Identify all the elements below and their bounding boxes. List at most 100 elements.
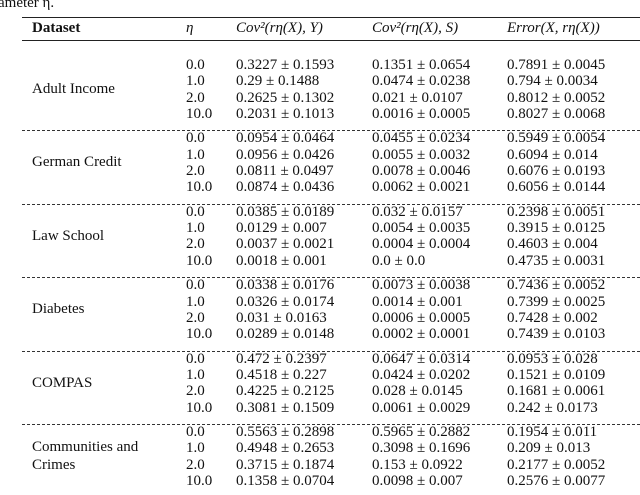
- eta-cell: 1.0: [186, 73, 205, 90]
- dataset-name: COMPAS: [32, 374, 93, 391]
- group-separator: [22, 424, 640, 425]
- eta-cell: 10.0: [186, 326, 213, 343]
- value-cell: 0.0289 ± 0.0148: [236, 326, 335, 343]
- group-separator: [22, 277, 640, 279]
- group-separator: [22, 203, 640, 205]
- value-cell: 0.3915 ± 0.0125: [507, 220, 606, 237]
- value-cell: 0.031 ± 0.0163: [236, 309, 327, 326]
- value-cell: 0.1358 ± 0.0704: [236, 472, 335, 489]
- value-cell: 0.4603 ± 0.004: [507, 236, 598, 253]
- value-cell: 0.7439 ± 0.0103: [507, 326, 606, 343]
- eta-cell: 0.0: [186, 424, 205, 440]
- eta-cell: 0.0: [186, 57, 205, 73]
- value-cell: 0.0016 ± 0.0005: [372, 105, 471, 122]
- value-cell: 0.7399 ± 0.0025: [507, 293, 606, 310]
- group-separator: [22, 350, 640, 352]
- dataset-name: Communities and Crimes: [32, 439, 139, 473]
- value-cell: 0.794 ± 0.0034: [507, 73, 598, 90]
- value-cell: 0.0055 ± 0.0032: [372, 146, 471, 163]
- header-cell: Error(X, rη(X)): [507, 20, 600, 36]
- value-cell: 0.4735 ± 0.0031: [507, 252, 606, 269]
- eta-cell: 0.0: [186, 130, 205, 147]
- value-cell: 0.0956 ± 0.0426: [236, 146, 335, 163]
- eta-cell: 2.0: [186, 89, 205, 106]
- value-cell: 0.0037 ± 0.0021: [236, 236, 335, 253]
- value-cell: 0.028 ± 0.0145: [372, 383, 463, 400]
- eta-cell: 1.0: [186, 293, 205, 310]
- value-cell: 0.0326 ± 0.0174: [236, 293, 335, 310]
- value-cell: 0.2398 ± 0.0051: [507, 203, 606, 220]
- value-cell: 0.0002 ± 0.0001: [372, 326, 471, 343]
- group-separator: [22, 130, 640, 132]
- value-cell: 0.0647 ± 0.0314: [372, 350, 471, 367]
- value-cell: 0.472 ± 0.2397: [236, 350, 327, 367]
- value-cell: 0.2625 ± 0.1302: [236, 89, 335, 106]
- eta-cell: 2.0: [186, 309, 205, 326]
- dataset-name: Adult Income: [32, 81, 115, 97]
- value-cell: 0.0474 ± 0.0238: [372, 73, 471, 90]
- value-cell: 0.2031 ± 0.1013: [236, 105, 335, 122]
- value-cell: 0.0953 ± 0.028: [507, 350, 598, 367]
- eta-cell: 2.0: [186, 456, 205, 473]
- dataset-name: Law School: [32, 227, 105, 244]
- value-cell: 0.0338 ± 0.0176: [236, 277, 335, 294]
- eta-cell: 1.0: [186, 146, 205, 163]
- value-cell: 0.4948 ± 0.2653: [236, 440, 335, 457]
- value-cell: 0.29 ± 0.1488: [236, 73, 320, 90]
- value-cell: 0.3715 ± 0.1874: [236, 456, 335, 473]
- value-cell: 0.0078 ± 0.0046: [372, 163, 471, 179]
- value-cell: 0.209 ± 0.013: [507, 440, 591, 457]
- eta-cell: 10.0: [186, 472, 213, 489]
- value-cell: 0.1351 ± 0.0654: [372, 57, 471, 73]
- value-cell: 0.021 ± 0.0107: [372, 89, 463, 106]
- value-cell: 0.5965 ± 0.2882: [372, 424, 471, 440]
- value-cell: 0.7436 ± 0.0052: [507, 277, 606, 294]
- value-cell: 0.032 ± 0.0157: [372, 203, 463, 220]
- value-cell: 0.0061 ± 0.0029: [372, 399, 471, 416]
- value-cell: 0.0129 ± 0.007: [236, 220, 327, 237]
- eta-cell: 10.0: [186, 399, 213, 416]
- value-cell: 0.0 ± 0.0: [372, 252, 426, 269]
- header-cell: η: [186, 20, 194, 36]
- value-cell: 0.0385 ± 0.0189: [236, 203, 335, 220]
- eta-cell: 0.0: [186, 203, 205, 220]
- value-cell: 0.3227 ± 0.1593: [236, 57, 335, 73]
- value-cell: 0.1681 ± 0.0061: [507, 383, 606, 400]
- header-cell: Cov²(rη(X), Y): [236, 20, 323, 36]
- value-cell: 0.5563 ± 0.2898: [236, 424, 335, 440]
- value-cell: 0.5949 ± 0.0054: [507, 130, 606, 147]
- value-cell: 0.0455 ± 0.0234: [372, 130, 471, 147]
- eta-cell: 1.0: [186, 366, 205, 383]
- value-cell: 0.2576 ± 0.0077: [507, 472, 606, 489]
- dataset-name: Diabetes: [32, 301, 85, 318]
- value-cell: 0.6094 ± 0.014: [507, 146, 598, 163]
- eta-cell: 10.0: [186, 252, 213, 269]
- eta-cell: 2.0: [186, 163, 205, 179]
- value-cell: 0.3098 ± 0.1696: [372, 440, 471, 457]
- header-rule: [22, 40, 640, 41]
- value-cell: 0.0018 ± 0.001: [236, 252, 327, 269]
- value-cell: 0.1954 ± 0.011: [507, 424, 598, 440]
- eta-cell: 0.0: [186, 350, 205, 367]
- value-cell: 0.153 ± 0.0922: [372, 456, 463, 473]
- value-cell: 0.0004 ± 0.0004: [372, 236, 471, 253]
- eta-cell: 0.0: [186, 277, 205, 294]
- value-cell: 0.0424 ± 0.0202: [372, 366, 471, 383]
- value-cell: 0.0954 ± 0.0464: [236, 130, 335, 147]
- value-cell: 0.7428 ± 0.002: [507, 309, 598, 326]
- value-cell: 0.0062 ± 0.0021: [372, 179, 471, 196]
- eta-cell: 10.0: [186, 105, 213, 122]
- value-cell: 0.4518 ± 0.227: [236, 366, 327, 383]
- eta-cell: 2.0: [186, 383, 205, 400]
- value-cell: 0.0073 ± 0.0038: [372, 277, 471, 294]
- value-cell: 0.0874 ± 0.0436: [236, 179, 335, 196]
- value-cell: 0.8027 ± 0.0068: [507, 105, 606, 122]
- value-cell: 0.6076 ± 0.0193: [507, 163, 606, 179]
- eta-cell: 1.0: [186, 440, 205, 457]
- header-cell: Dataset: [32, 20, 81, 36]
- value-cell: 0.7891 ± 0.0045: [507, 57, 606, 73]
- dataset-name: German Credit: [32, 154, 122, 171]
- value-cell: 0.8012 ± 0.0052: [507, 89, 606, 106]
- caption-fragment: ameter η.: [0, 0, 55, 11]
